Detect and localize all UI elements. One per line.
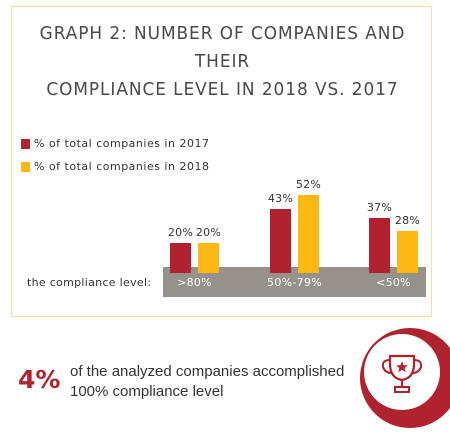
legend-label-2017: % of total companies in 2017 (34, 137, 210, 150)
bar-2017 (270, 208, 291, 273)
footer-text: of the analyzed companies accomplished 1… (70, 363, 345, 400)
data-label: 20% (195, 226, 222, 239)
bar-2018 (298, 195, 319, 273)
legend-swatch-2017 (21, 138, 30, 149)
legend-item-2017: % of total companies in 2017 (21, 137, 209, 150)
x-axis-label: the compliance level: (27, 276, 152, 289)
bar-2017 (369, 217, 390, 273)
category-label: 50%-79% (267, 276, 322, 289)
data-label: 43% (267, 191, 294, 205)
data-label: 20% (167, 226, 194, 239)
data-label: 28% (394, 214, 421, 227)
trophy-badge (358, 326, 450, 430)
data-label: 52% (295, 178, 322, 191)
legend-label-2018: % of total companies in 2018 (34, 160, 210, 173)
category-label: <50% (376, 276, 411, 289)
category-band-title-area (21, 267, 163, 297)
footer-percent: 4% (18, 365, 61, 394)
trophy-icon (360, 328, 450, 428)
legend-item-2018: % of total companies in 2018 (21, 160, 209, 173)
chart-title: GRAPH 2: NUMBER OF COMPANIES AND THEIR C… (25, 20, 421, 104)
bar-2018 (397, 231, 418, 273)
data-label: 37% (366, 200, 393, 214)
legend-swatch-2018 (21, 161, 30, 172)
bar-2017 (170, 243, 191, 273)
category-label: >80% (177, 276, 212, 289)
chart-title-line-2: COMPLIANCE LEVEL IN 2018 VS. 2017 (46, 79, 399, 100)
chart-title-line-1: GRAPH 2: NUMBER OF COMPANIES AND THEIR (39, 23, 406, 72)
chart-card: GRAPH 2: NUMBER OF COMPANIES AND THEIR C… (11, 6, 432, 317)
bar-2018 (198, 243, 219, 273)
